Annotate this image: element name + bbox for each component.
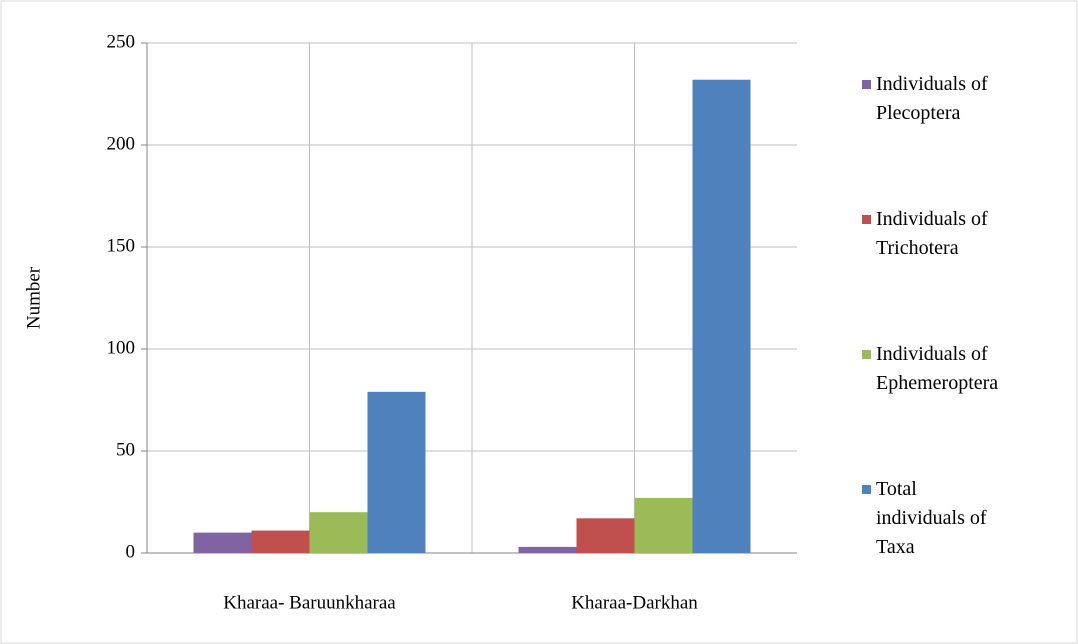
legend-item: Individuals of Trichotera [862, 205, 1062, 263]
bar [309, 512, 368, 553]
legend-swatch [862, 215, 871, 224]
y-tick-label: 150 [107, 235, 136, 256]
y-tick-label: 100 [107, 337, 136, 358]
legend-item: Total individuals of Taxa [862, 475, 1062, 562]
legend-label: Individuals of Plecoptera [876, 73, 988, 124]
legend-label: Individuals of Trichotera [876, 208, 988, 259]
bar [692, 79, 751, 553]
bar [576, 518, 635, 553]
legend-swatch [862, 485, 871, 494]
legend-label: Total individuals of Taxa [876, 478, 987, 558]
legend-label: Individuals of Ephemeroptera [876, 343, 999, 394]
legend-item: Individuals of Ephemeroptera [862, 340, 1062, 398]
x-tick-label: Kharaa- Baruunkharaa [223, 592, 396, 613]
bar [367, 391, 426, 553]
bar [251, 530, 310, 553]
x-tick-label: Kharaa-Darkhan [571, 592, 698, 613]
bar [518, 546, 577, 553]
y-tick-label: 250 [107, 31, 136, 52]
legend-swatch [862, 350, 871, 359]
bar [193, 532, 252, 553]
y-axis-label: Number [23, 266, 44, 329]
y-tick-label: 0 [126, 541, 136, 562]
y-tick-label: 200 [107, 133, 136, 154]
y-tick-label: 50 [116, 439, 135, 460]
legend-item: Individuals of Plecoptera [862, 70, 1062, 128]
legend-swatch [862, 80, 871, 89]
bar [634, 497, 693, 553]
